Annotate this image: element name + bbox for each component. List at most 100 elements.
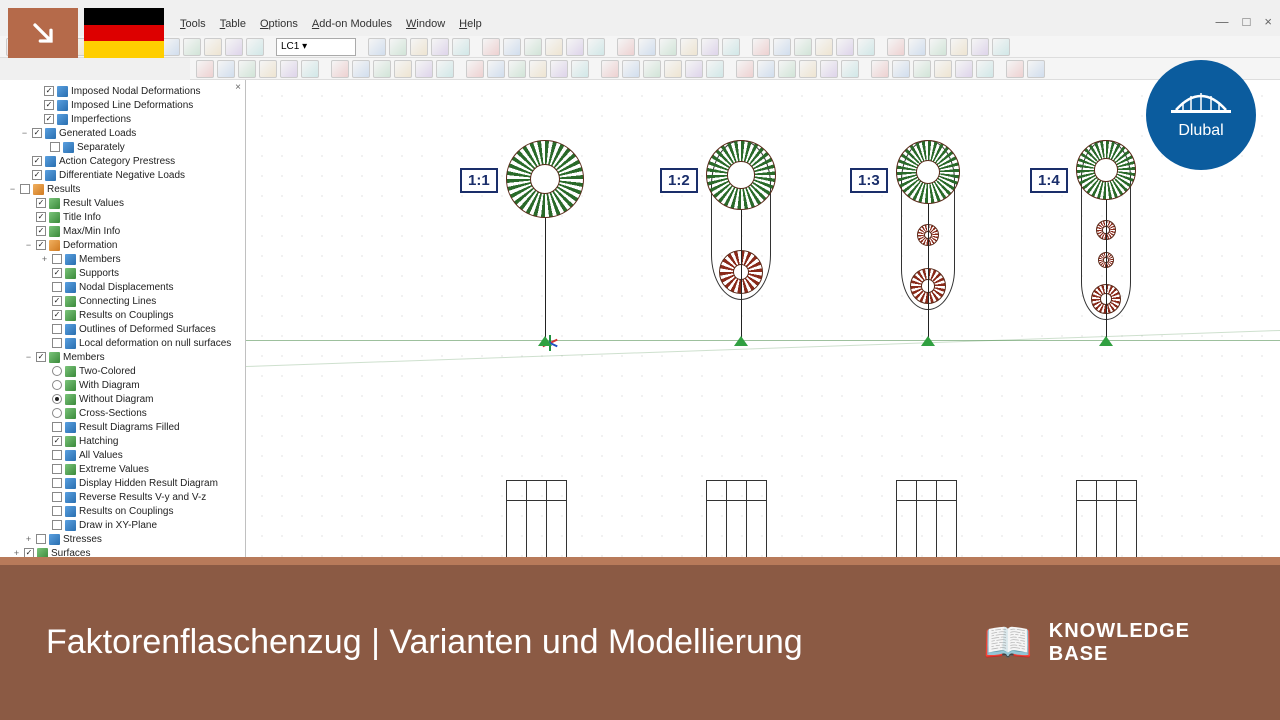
tree-item[interactable]: Display Hidden Result Diagram bbox=[2, 476, 243, 490]
tree-item[interactable]: Result Diagrams Filled bbox=[2, 420, 243, 434]
tree-item[interactable]: −Results bbox=[2, 182, 243, 196]
toolbar-button[interactable] bbox=[545, 38, 563, 56]
toolbar-button[interactable] bbox=[773, 38, 791, 56]
checkbox-icon[interactable] bbox=[52, 422, 62, 432]
toolbar-button[interactable] bbox=[410, 38, 428, 56]
checkbox-icon[interactable] bbox=[52, 282, 62, 292]
toolbar-button[interactable] bbox=[701, 38, 719, 56]
tree-item[interactable]: Draw in XY-Plane bbox=[2, 518, 243, 532]
checkbox-icon[interactable] bbox=[52, 506, 62, 516]
tree-item[interactable]: Hatching bbox=[2, 434, 243, 448]
toolbar-button[interactable] bbox=[659, 38, 677, 56]
toolbar-button[interactable] bbox=[1006, 60, 1024, 78]
radio-icon[interactable] bbox=[52, 394, 62, 404]
toolbar-button[interactable] bbox=[643, 60, 661, 78]
menu-item[interactable]: Add-on Modules bbox=[312, 18, 392, 36]
toolbar-button[interactable] bbox=[352, 60, 370, 78]
checkbox-icon[interactable] bbox=[52, 520, 62, 530]
toolbar-button[interactable] bbox=[204, 38, 222, 56]
checkbox-icon[interactable] bbox=[20, 184, 30, 194]
toolbar-button[interactable] bbox=[929, 38, 947, 56]
toolbar-button[interactable] bbox=[436, 60, 454, 78]
menu-item[interactable]: Window bbox=[406, 18, 445, 36]
tree-item[interactable]: Without Diagram bbox=[2, 392, 243, 406]
toolbar-button[interactable] bbox=[508, 60, 526, 78]
tree-item[interactable]: Two-Colored bbox=[2, 364, 243, 378]
checkbox-icon[interactable] bbox=[52, 450, 62, 460]
checkbox-icon[interactable] bbox=[52, 464, 62, 474]
toolbar-button[interactable] bbox=[482, 38, 500, 56]
toolbar-button[interactable] bbox=[238, 60, 256, 78]
tree-item[interactable]: Imposed Line Deformations bbox=[2, 98, 243, 112]
tree-item[interactable]: Results on Couplings bbox=[2, 504, 243, 518]
toolbar-button[interactable] bbox=[196, 60, 214, 78]
tree-item[interactable]: Title Info bbox=[2, 210, 243, 224]
tree-item[interactable]: Reverse Results V-y and V-z bbox=[2, 490, 243, 504]
tree-item[interactable]: Outlines of Deformed Surfaces bbox=[2, 322, 243, 336]
tree-item[interactable]: All Values bbox=[2, 448, 243, 462]
tree-item[interactable]: Cross-Sections bbox=[2, 406, 243, 420]
toolbar-button[interactable] bbox=[820, 60, 838, 78]
checkbox-icon[interactable] bbox=[32, 128, 42, 138]
radio-icon[interactable] bbox=[52, 408, 62, 418]
tree-item[interactable]: Nodal Displacements bbox=[2, 280, 243, 294]
toolbar-button[interactable] bbox=[950, 38, 968, 56]
checkbox-icon[interactable] bbox=[52, 324, 62, 334]
menu-item[interactable]: Help bbox=[459, 18, 482, 36]
toolbar-button[interactable] bbox=[217, 60, 235, 78]
tree-item[interactable]: Local deformation on null surfaces bbox=[2, 336, 243, 350]
toolbar-button[interactable] bbox=[706, 60, 724, 78]
toolbar-button[interactable] bbox=[601, 60, 619, 78]
toolbar-button[interactable] bbox=[736, 60, 754, 78]
toolbar-button[interactable] bbox=[259, 60, 277, 78]
tree-item[interactable]: Action Category Prestress bbox=[2, 154, 243, 168]
toolbar-button[interactable] bbox=[815, 38, 833, 56]
toolbar-button[interactable] bbox=[301, 60, 319, 78]
tree-item[interactable]: Result Values bbox=[2, 196, 243, 210]
toolbar-button[interactable] bbox=[368, 38, 386, 56]
toolbar-button[interactable] bbox=[638, 38, 656, 56]
minimize-button[interactable]: — bbox=[1216, 14, 1229, 29]
tree-item[interactable]: +Members bbox=[2, 252, 243, 266]
toolbar-button[interactable] bbox=[955, 60, 973, 78]
toolbar-button[interactable] bbox=[841, 60, 859, 78]
toolbar-button[interactable] bbox=[778, 60, 796, 78]
checkbox-icon[interactable] bbox=[52, 296, 62, 306]
toolbar-button[interactable] bbox=[487, 60, 505, 78]
checkbox-icon[interactable] bbox=[52, 436, 62, 446]
tree-item[interactable]: Max/Min Info bbox=[2, 224, 243, 238]
toolbar-button[interactable] bbox=[664, 60, 682, 78]
toolbar-button[interactable] bbox=[466, 60, 484, 78]
checkbox-icon[interactable] bbox=[50, 142, 60, 152]
toolbar-button[interactable] bbox=[571, 60, 589, 78]
toolbar-button[interactable] bbox=[587, 38, 605, 56]
toolbar-button[interactable] bbox=[857, 38, 875, 56]
radio-icon[interactable] bbox=[52, 366, 62, 376]
tree-item[interactable]: Extreme Values bbox=[2, 462, 243, 476]
checkbox-icon[interactable] bbox=[36, 226, 46, 236]
checkbox-icon[interactable] bbox=[44, 100, 54, 110]
checkbox-icon[interactable] bbox=[44, 86, 54, 96]
toolbar-button[interactable] bbox=[892, 60, 910, 78]
toolbar-button[interactable] bbox=[1027, 60, 1045, 78]
toolbar-button[interactable] bbox=[836, 38, 854, 56]
checkbox-icon[interactable] bbox=[52, 254, 62, 264]
tree-item[interactable]: −Deformation bbox=[2, 238, 243, 252]
model-viewport[interactable]: 1:11:21:31:4 bbox=[246, 80, 1280, 565]
toolbar-button[interactable] bbox=[685, 60, 703, 78]
toolbar-button[interactable] bbox=[799, 60, 817, 78]
radio-icon[interactable] bbox=[52, 380, 62, 390]
checkbox-icon[interactable] bbox=[52, 492, 62, 502]
toolbar-button[interactable] bbox=[415, 60, 433, 78]
toolbar-button[interactable] bbox=[908, 38, 926, 56]
checkbox-icon[interactable] bbox=[32, 156, 42, 166]
toolbar-button[interactable] bbox=[992, 38, 1010, 56]
toolbar-button[interactable] bbox=[757, 60, 775, 78]
menu-item[interactable]: Table bbox=[220, 18, 246, 36]
toolbar-button[interactable] bbox=[934, 60, 952, 78]
tree-item[interactable]: Imperfections bbox=[2, 112, 243, 126]
toolbar-button[interactable] bbox=[389, 38, 407, 56]
toolbar-button[interactable] bbox=[566, 38, 584, 56]
toolbar-button[interactable] bbox=[913, 60, 931, 78]
toolbar-button[interactable] bbox=[524, 38, 542, 56]
